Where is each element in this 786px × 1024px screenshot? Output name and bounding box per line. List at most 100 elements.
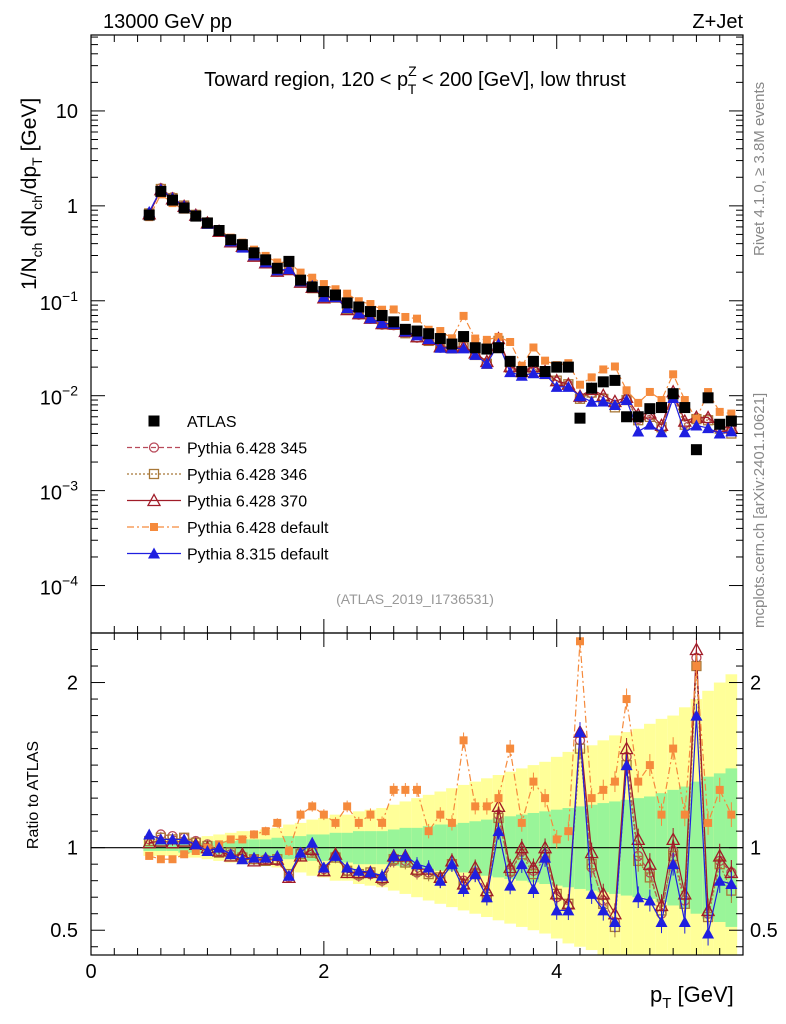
series-atlas <box>143 185 737 456</box>
ratio-point-p370 <box>514 840 529 854</box>
point-atlas <box>271 262 283 274</box>
ratio-point-p6def <box>657 810 666 819</box>
point-atlas <box>597 376 609 388</box>
point-p6def <box>634 398 643 407</box>
point-p6def <box>482 335 491 344</box>
point-p8 <box>457 342 470 354</box>
ratio-point-p6def <box>576 637 584 646</box>
ratio-point-p8 <box>480 891 493 903</box>
ratio-point-p8 <box>550 904 563 916</box>
ratio-point-p8 <box>655 915 668 927</box>
ratio-point-p8 <box>341 861 354 873</box>
ratio-point-p8 <box>329 849 342 861</box>
point-p8 <box>480 357 493 369</box>
point-p6def <box>610 362 619 371</box>
ratio-point-p6def <box>366 810 375 819</box>
ratio-point-p370 <box>596 886 611 900</box>
point-atlas <box>446 338 458 350</box>
ratio-point-p8 <box>469 868 482 880</box>
point-atlas <box>364 306 376 318</box>
point-atlas <box>527 355 539 367</box>
point-atlas <box>725 415 737 427</box>
point-atlas <box>504 355 516 367</box>
point-p6def <box>529 343 538 352</box>
legend-label: Pythia 6.428 default <box>187 520 329 537</box>
legend-item-p8: Pythia 8.315 default <box>127 547 329 564</box>
legend-item-p345: Pythia 6.428 345 <box>127 441 307 458</box>
point-p8 <box>574 390 586 402</box>
point-p6def <box>576 380 584 389</box>
ratio-point-p8 <box>643 894 656 906</box>
ratio-point-p8 <box>678 915 691 927</box>
point-atlas <box>434 333 446 345</box>
ratio-frame <box>90 632 744 956</box>
ratio-point-p8 <box>376 869 389 881</box>
ratio-point-p8 <box>445 858 458 870</box>
legend-label: Pythia 8.315 default <box>187 547 329 564</box>
point-atlas <box>190 210 202 222</box>
ratio-y-tick-label-right: 0.5 <box>750 920 778 942</box>
ratio-point-p6def <box>378 818 387 827</box>
point-atlas <box>411 325 423 337</box>
point-p6def <box>715 407 724 416</box>
point-atlas <box>353 301 365 313</box>
ratio-point-p6def <box>517 818 526 827</box>
ratio-point-p8 <box>154 833 167 845</box>
point-atlas <box>295 274 307 286</box>
point-atlas <box>143 209 155 221</box>
point-atlas <box>155 185 167 197</box>
point-atlas <box>248 247 260 259</box>
legend-label: Pythia 6.428 345 <box>187 441 307 458</box>
point-atlas <box>260 254 272 266</box>
ratio-point-p8 <box>504 879 517 891</box>
ratio-point-p8 <box>585 887 598 899</box>
ratio-point-p6def <box>436 810 445 819</box>
ratio-point-p8 <box>667 858 680 870</box>
ratio-y-tick-label: 0.5 <box>50 920 78 942</box>
ratio-point-p6def <box>506 744 515 753</box>
ratio-point-p6def <box>343 802 352 811</box>
point-p6def <box>319 280 328 289</box>
ratio-point-p370 <box>491 799 506 813</box>
point-atlas <box>574 412 586 424</box>
ratio-point-p6def <box>319 810 328 819</box>
legend-label: ATLAS <box>187 414 237 431</box>
ratio-point-p6def <box>494 794 503 803</box>
ratio-point-p8 <box>574 726 586 738</box>
ratio-point-p6def <box>191 846 200 855</box>
ratio-point-p370 <box>526 860 541 874</box>
point-atlas <box>702 392 714 404</box>
ratio-point-p6def <box>273 818 282 827</box>
ratio-point-p6def <box>587 794 596 803</box>
point-atlas <box>330 289 341 301</box>
point-atlas <box>656 402 667 414</box>
y-tick-label: 10−1 <box>40 288 78 315</box>
ratio-point-p6def <box>715 785 724 794</box>
ratio-point-p6def <box>645 761 654 770</box>
point-p8 <box>364 312 377 324</box>
ratio-point-p8 <box>387 849 400 861</box>
ratio-point-p370 <box>631 832 646 846</box>
point-atlas <box>516 365 528 377</box>
ratio-point-p6def <box>261 827 270 836</box>
point-p6def <box>704 388 713 397</box>
ratio-point-p8 <box>224 848 237 860</box>
ratio-point-p6def <box>401 785 410 794</box>
ratio-point-p346 <box>574 743 586 754</box>
y-tick-label: 10−2 <box>40 383 78 410</box>
ratio-point-p8 <box>294 846 307 858</box>
ratio-point-p6def <box>459 736 468 745</box>
point-p8 <box>585 395 598 407</box>
point-p6def <box>541 356 550 365</box>
point-p6def <box>401 312 410 321</box>
ratio-point-p6def <box>669 744 678 753</box>
ratio-point-p6def <box>622 695 631 704</box>
ratio-y-tick-label: 1 <box>67 838 78 860</box>
series-p346 <box>144 183 737 439</box>
point-p370 <box>677 413 692 427</box>
line-p370 <box>148 188 732 429</box>
ratio-point-p6def <box>389 785 398 794</box>
point-atlas <box>469 342 481 354</box>
point-p6def <box>366 300 375 309</box>
